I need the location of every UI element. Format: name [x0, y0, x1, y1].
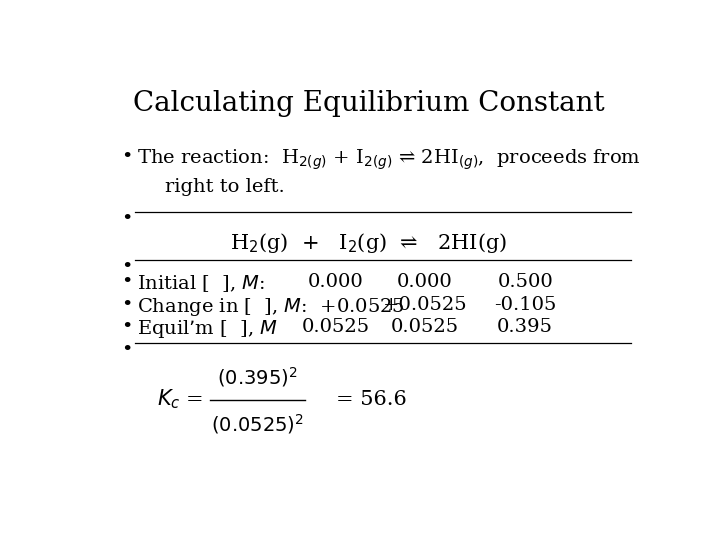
- Text: right to left.: right to left.: [166, 178, 285, 196]
- Text: H$_{2}$(g)  +   I$_{2}$(g)  ⇌   2HI(g): H$_{2}$(g) + I$_{2}$(g) ⇌ 2HI(g): [230, 231, 508, 255]
- Text: $(0.395)^2$: $(0.395)^2$: [217, 364, 297, 389]
- Text: The reaction:  H$_{2(g)}$ + I$_{2(g)}$ ⇌ 2HI$_{(g)}$,  proceeds from: The reaction: H$_{2(g)}$ + I$_{2(g)}$ ⇌ …: [138, 148, 642, 172]
- Text: $(0.0525)^2$: $(0.0525)^2$: [211, 413, 304, 436]
- Text: •: •: [121, 319, 132, 336]
- Text: •: •: [121, 210, 132, 228]
- Text: Calculating Equilibrium Constant: Calculating Equilibrium Constant: [133, 90, 605, 117]
- Text: •: •: [121, 295, 132, 314]
- Text: 0.0525: 0.0525: [302, 319, 369, 336]
- Text: = 56.6: = 56.6: [336, 390, 406, 409]
- Text: •: •: [121, 258, 132, 276]
- Text: •: •: [121, 273, 132, 291]
- Text: 0.000: 0.000: [397, 273, 453, 291]
- Text: 0.395: 0.395: [498, 319, 553, 336]
- Text: -0.105: -0.105: [494, 295, 557, 314]
- Text: $K_c$ =: $K_c$ =: [157, 388, 203, 411]
- Text: Equil’m [  ], $M$: Equil’m [ ], $M$: [138, 319, 279, 340]
- Text: 0.0525: 0.0525: [391, 319, 459, 336]
- Text: +0.0525: +0.0525: [382, 295, 467, 314]
- Text: 0.000: 0.000: [307, 273, 364, 291]
- Text: Initial [  ], $M$:: Initial [ ], $M$:: [138, 273, 266, 294]
- Text: •: •: [121, 341, 132, 359]
- Text: 0.500: 0.500: [498, 273, 553, 291]
- Text: Change in [  ], $M$:  +0.0525: Change in [ ], $M$: +0.0525: [138, 295, 405, 318]
- Text: •: •: [121, 148, 132, 166]
